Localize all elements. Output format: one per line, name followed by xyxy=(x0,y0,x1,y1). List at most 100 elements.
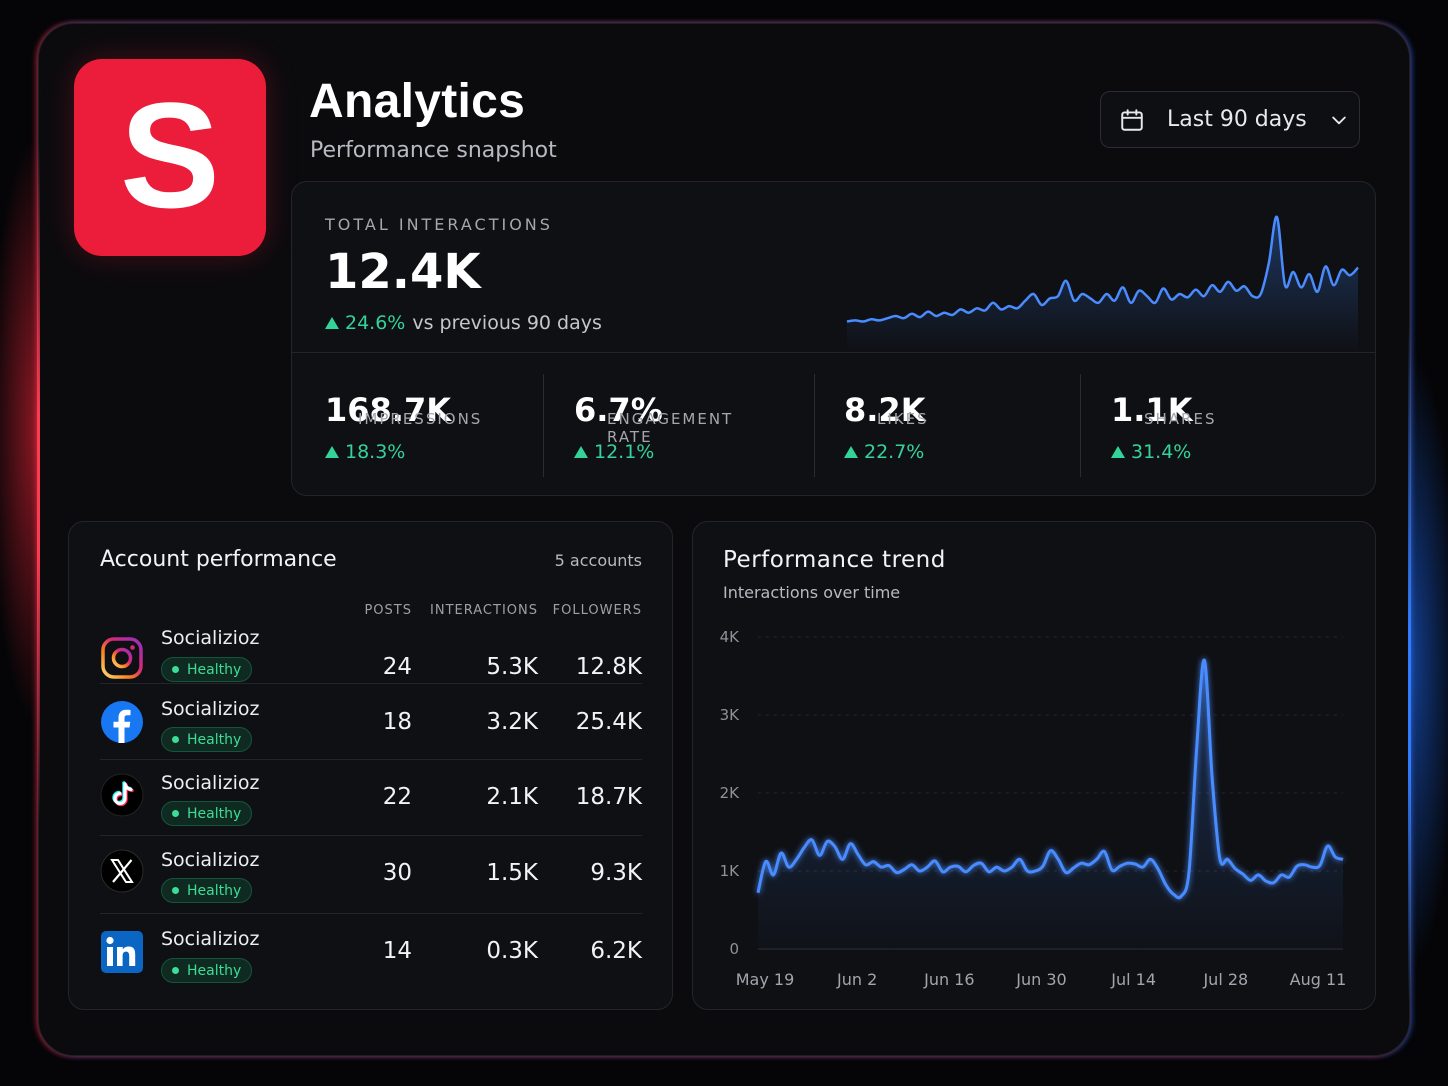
stat-engagement-rate: ENGAGEMENT RATE 6.7% 12.1% xyxy=(574,377,731,463)
total-interactions-delta: 24.6% vs previous 90 days xyxy=(325,312,602,334)
account-row-tiktok[interactable]: Socializioz Healthy 22 2.1K 18.7K xyxy=(100,760,642,836)
left-edge-glow xyxy=(37,144,40,824)
stat-label: ENGAGEMENT RATE xyxy=(607,410,734,446)
stat-delta-value: 22.7% xyxy=(864,441,925,463)
status-label: Healthy xyxy=(187,962,242,979)
date-range-label: Last 90 days xyxy=(1167,107,1307,132)
up-arrow-icon xyxy=(844,446,858,458)
account-name: Socializioz xyxy=(161,772,260,794)
stat-value: 6.7% xyxy=(574,391,663,429)
followers-value: 9.3K xyxy=(590,860,642,886)
posts-value: 18 xyxy=(382,709,412,735)
up-arrow-icon xyxy=(574,446,588,458)
status-dot xyxy=(172,810,179,817)
posts-value: 14 xyxy=(382,938,412,964)
x-tick-label: Jun 16 xyxy=(923,970,974,989)
status-label: Healthy xyxy=(187,731,242,748)
x-tick-label: Jun 30 xyxy=(1015,970,1066,989)
stat-delta: 18.3% xyxy=(325,441,451,463)
account-name: Socializioz xyxy=(161,698,260,720)
status-badge: Healthy xyxy=(161,657,253,682)
account-row-facebook[interactable]: Socializioz Healthy 18 3.2K 25.4K xyxy=(100,684,642,760)
y-tick-label: 1K xyxy=(720,862,741,880)
followers-value: 25.4K xyxy=(575,709,642,735)
delta-comparison: vs previous 90 days xyxy=(412,312,602,334)
column-header-followers: FOLLOWERS xyxy=(552,603,642,618)
chevron-down-icon xyxy=(1331,116,1346,124)
followers-value: 6.2K xyxy=(590,938,642,964)
summary-card: TOTAL INTERACTIONS 12.4K 24.6% vs previo… xyxy=(291,181,1376,496)
performance-trend-chart: 0 1K 2K 3K 4K May 19 Jun 2 Jun 16 Jun 30 Jul 14 J… xyxy=(720,628,1347,989)
y-axis-ticks: 0 1K 2K 3K 4K xyxy=(720,628,741,958)
stat-separator xyxy=(543,374,544,477)
stat-separator xyxy=(1080,374,1081,477)
status-label: Healthy xyxy=(187,882,242,899)
interactions-value: 1.5K xyxy=(486,860,538,886)
stat-separator xyxy=(814,374,815,477)
stat-delta-value: 18.3% xyxy=(345,441,406,463)
trend-area xyxy=(758,660,1343,949)
stat-delta: 12.1% xyxy=(574,441,663,463)
posts-value: 30 xyxy=(382,860,412,886)
account-name: Socializioz xyxy=(161,928,260,950)
up-arrow-icon xyxy=(325,317,339,329)
column-header-posts: POSTS xyxy=(364,603,412,618)
trend-line xyxy=(756,658,1344,900)
page-title: Analytics xyxy=(309,75,526,128)
interactions-sparkline xyxy=(846,215,1359,352)
y-tick-label: 3K xyxy=(720,706,741,724)
status-label: Healthy xyxy=(187,661,242,678)
stat-likes: LIKES 8.2K 22.7% xyxy=(844,377,927,463)
account-name: Socializioz xyxy=(161,849,260,871)
status-badge: Healthy xyxy=(161,958,253,983)
status-dot xyxy=(172,736,179,743)
followers-value: 12.8K xyxy=(575,654,642,680)
x-tick-label: Jun 2 xyxy=(836,970,877,989)
page-subtitle: Performance snapshot xyxy=(310,138,557,163)
stat-label: SHARES xyxy=(1144,410,1217,428)
status-dot xyxy=(172,666,179,673)
y-tick-label: 0 xyxy=(729,940,739,958)
stat-delta-value: 31.4% xyxy=(1131,441,1192,463)
stat-value: 1.1K xyxy=(1111,391,1193,429)
followers-value: 18.7K xyxy=(575,784,642,810)
stat-shares: SHARES 1.1K 31.4% xyxy=(1111,377,1214,463)
account-row-x[interactable]: Socializioz Healthy 30 1.5K 9.3K xyxy=(100,836,642,914)
x-axis-ticks: May 19 Jun 2 Jun 16 Jun 30 Jul 14 Jul 28 Aug 1… xyxy=(736,970,1347,989)
up-arrow-icon xyxy=(1111,446,1125,458)
performance-trend-card: Performance trend Interactions over time… xyxy=(692,521,1376,1010)
x-tick-label: Aug 11 xyxy=(1290,970,1347,989)
posts-value: 24 xyxy=(382,654,412,680)
y-tick-label: 2K xyxy=(720,784,741,802)
status-badge: Healthy xyxy=(161,878,253,903)
interactions-value: 3.2K xyxy=(486,709,538,735)
status-dot xyxy=(172,887,179,894)
stat-value: 168.7K xyxy=(325,391,452,429)
stat-impressions: IMPRESSIONS 168.7K 18.3% xyxy=(325,377,480,463)
calendar-icon xyxy=(1121,108,1143,131)
right-edge-glow xyxy=(1408,324,1411,1004)
total-interactions-value: 12.4K xyxy=(325,244,481,300)
account-row-instagram[interactable]: Socializioz Healthy 24 5.3K 12.8K xyxy=(100,610,642,684)
status-label: Healthy xyxy=(187,805,242,822)
card-divider xyxy=(292,352,1375,353)
interactions-value: 2.1K xyxy=(486,784,538,810)
status-dot xyxy=(172,967,179,974)
row-divider xyxy=(100,759,642,760)
sparkline-line xyxy=(846,215,1359,323)
account-name: Socializioz xyxy=(161,627,260,649)
interactions-value: 0.3K xyxy=(486,938,538,964)
facebook-icon xyxy=(101,701,143,743)
stat-delta: 31.4% xyxy=(1111,441,1192,463)
row-divider xyxy=(100,683,642,684)
account-row-linkedin[interactable]: Socializioz Healthy 14 0.3K 6.2K xyxy=(100,914,642,992)
date-range-dropdown[interactable]: Last 90 days xyxy=(1100,91,1360,148)
interactions-value: 5.3K xyxy=(486,654,538,680)
tiktok-icon xyxy=(100,773,144,817)
x-tick-label: Jul 14 xyxy=(1110,970,1156,989)
posts-value: 22 xyxy=(382,784,412,810)
x-icon xyxy=(100,849,144,893)
status-badge: Healthy xyxy=(161,801,253,826)
stat-delta-value: 12.1% xyxy=(594,441,655,463)
account-performance-title: Account performance xyxy=(100,547,337,572)
